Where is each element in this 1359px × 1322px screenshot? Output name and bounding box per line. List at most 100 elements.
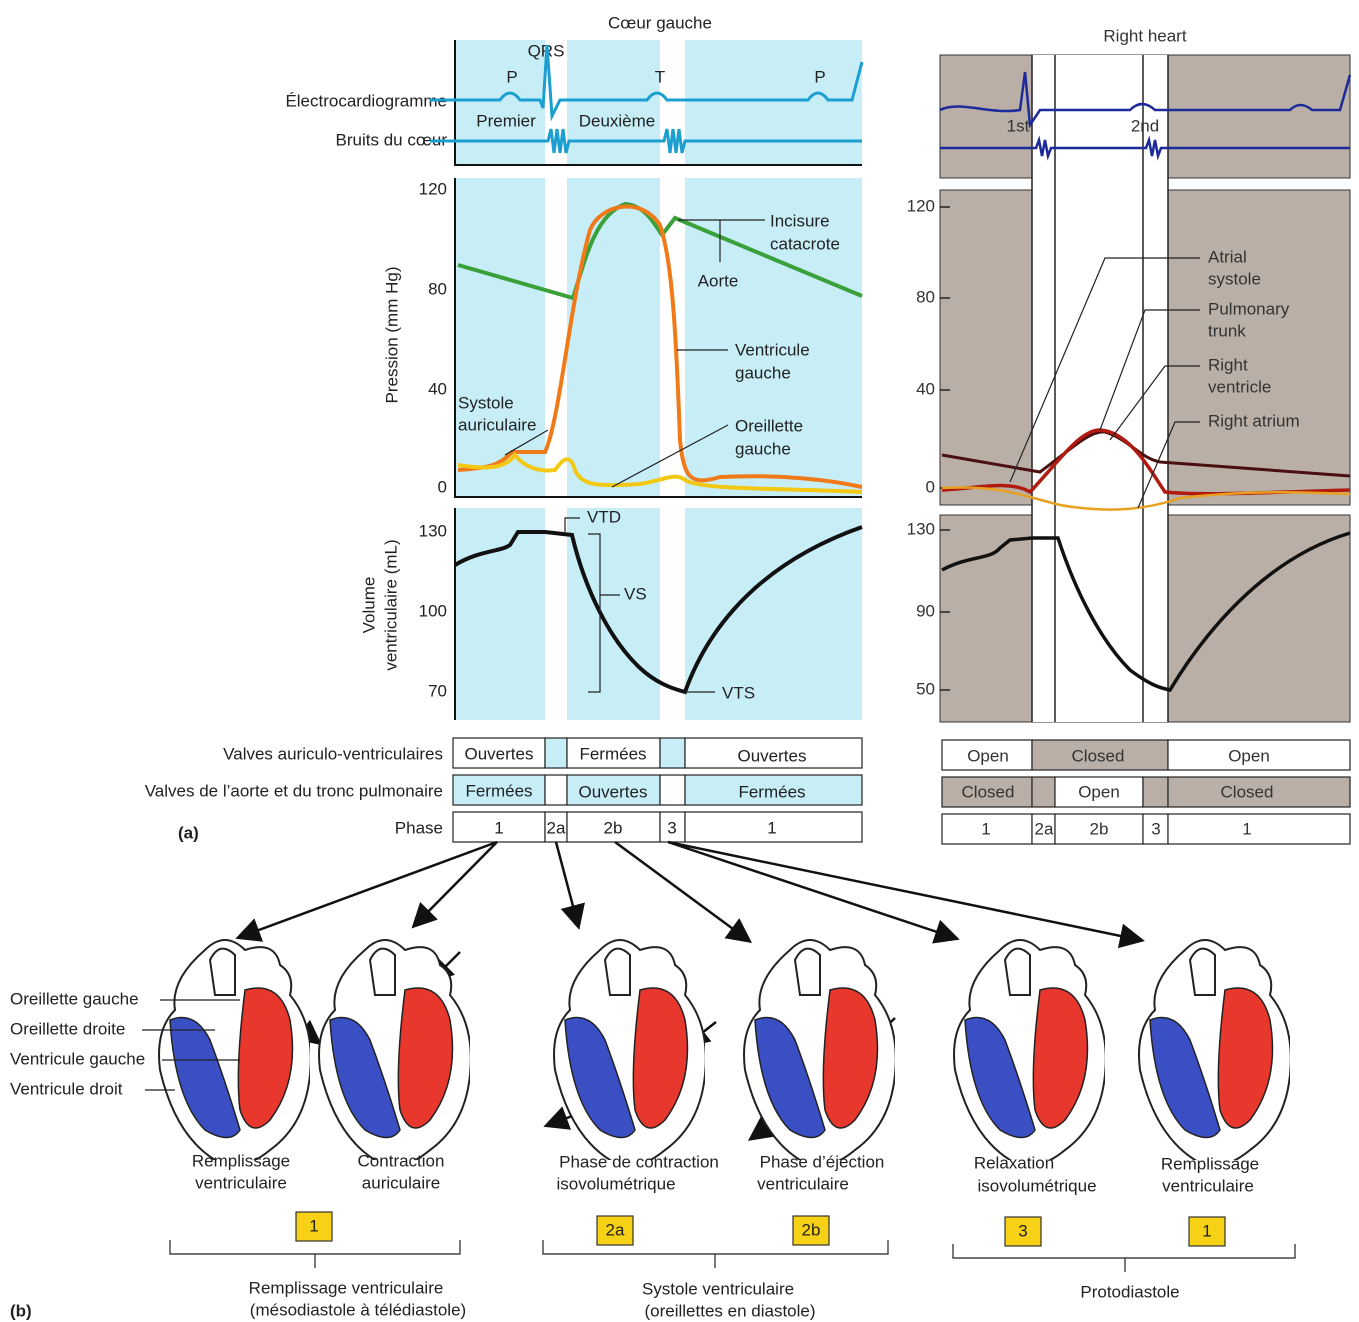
shape xyxy=(668,842,1140,940)
annotation: VTS xyxy=(722,683,755,702)
heart-illustration xyxy=(744,940,896,1166)
annotation: Systole xyxy=(458,393,514,412)
heart-sound: 2nd xyxy=(1131,116,1159,135)
tick-label: 130 xyxy=(907,519,935,538)
ecg-wave: T xyxy=(655,67,665,86)
annotation: Aorte xyxy=(698,271,739,290)
row-label: Phase xyxy=(395,818,443,837)
cell: Closed xyxy=(962,782,1015,801)
panel-label: (a) xyxy=(178,823,199,842)
cardiac-cycle-diagram: Cœur gauche Électrocardiogramme Bruits d… xyxy=(0,0,1359,1322)
cell: Ouvertes xyxy=(465,744,534,763)
heart-illustration xyxy=(1139,940,1291,1166)
cell: 2b xyxy=(604,818,623,837)
cell: 2b xyxy=(1090,819,1109,838)
axis-label: ventriculaire (mL) xyxy=(381,539,400,670)
shape xyxy=(556,842,578,925)
cell: Closed xyxy=(1072,746,1125,765)
shape xyxy=(455,40,862,165)
cell: Fermées xyxy=(465,781,532,800)
tick-label: 40 xyxy=(916,379,935,398)
shape xyxy=(415,842,497,925)
phase-badge: 2a xyxy=(606,1220,625,1239)
heart-label: Ventricule gauche xyxy=(10,1049,145,1068)
heart-label: Oreillette droite xyxy=(10,1019,125,1038)
title: Right heart xyxy=(1103,26,1186,45)
group-label: Protodiastole xyxy=(1080,1282,1179,1301)
stage-caption: auriculaire xyxy=(362,1173,440,1192)
phase-badge: 3 xyxy=(1018,1221,1027,1240)
annotation: Oreillette xyxy=(735,416,803,435)
cell: 1 xyxy=(494,818,503,837)
ecg-wave: P xyxy=(506,67,517,86)
stage-caption: Contraction xyxy=(358,1151,445,1170)
annotation: Incisure xyxy=(770,211,830,230)
group-label: Remplissage ventriculaire xyxy=(249,1278,444,1297)
heart-label: Ventricule droit xyxy=(10,1079,123,1098)
phase-badges xyxy=(296,1212,1225,1246)
right-backgrounds xyxy=(940,55,1350,722)
stage-caption: Phase d’éjection xyxy=(760,1152,885,1171)
shape xyxy=(660,738,685,768)
tick-label: 120 xyxy=(419,179,447,198)
shape xyxy=(545,775,567,805)
tick-label: 80 xyxy=(916,287,935,306)
tick-label: 40 xyxy=(428,379,447,398)
heart-sound: Deuxième xyxy=(579,111,656,130)
stage-caption: ventriculaire xyxy=(757,1174,849,1193)
heart-label: Oreillette gauche xyxy=(10,989,139,1008)
stage-caption: isovolumétrique xyxy=(556,1174,675,1193)
stage-caption: Remplissage xyxy=(1161,1154,1259,1173)
panel-label: (b) xyxy=(10,1301,32,1320)
shape xyxy=(615,842,748,940)
cell: Fermées xyxy=(579,744,646,763)
cell: Open xyxy=(967,746,1009,765)
group-label: (mésodiastole à télédiastole) xyxy=(250,1300,466,1319)
shape xyxy=(1032,777,1055,807)
cell: Open xyxy=(1228,746,1270,765)
tick-label: 80 xyxy=(428,279,447,298)
stage-caption: Phase de contraction xyxy=(559,1152,719,1171)
tick-label: 90 xyxy=(916,601,935,620)
heart-illustration xyxy=(159,940,311,1166)
annotation: auriculaire xyxy=(458,415,536,434)
tick-label: 0 xyxy=(926,477,935,496)
stage-caption: Remplissage xyxy=(192,1151,290,1170)
annotation: Right xyxy=(1208,355,1248,374)
heart-illustration xyxy=(319,940,471,1166)
row-label: Valves auriculo-ventriculaires xyxy=(223,744,443,763)
stage-caption: isovolumétrique xyxy=(977,1176,1096,1195)
annotation: trunk xyxy=(1208,321,1246,340)
stage-caption: ventriculaire xyxy=(195,1173,287,1192)
annotation: VS xyxy=(624,584,647,603)
row-label: Valves de l’aorte et du tronc pulmonaire xyxy=(145,781,443,800)
annotation: Pulmonary xyxy=(1208,299,1290,318)
phase-badge: 1 xyxy=(1202,1221,1211,1240)
shape xyxy=(455,508,862,720)
tick-label: 70 xyxy=(428,681,447,700)
annotation: gauche xyxy=(735,363,791,382)
annotation: systole xyxy=(1208,269,1261,288)
annotation: VTD xyxy=(587,507,621,526)
ecg-wave: P xyxy=(814,67,825,86)
shape xyxy=(545,738,567,768)
cell: Ouvertes xyxy=(738,746,807,765)
axis-label: Volume xyxy=(359,577,378,634)
annotation: Atrial xyxy=(1208,247,1247,266)
ecg-label: Électrocardiogramme xyxy=(285,91,447,110)
annotation: Ventricule xyxy=(735,340,810,359)
group-label: (oreillettes en diastole) xyxy=(644,1301,815,1320)
heart-illustration xyxy=(554,940,706,1166)
cell: 2a xyxy=(1035,819,1054,838)
annotation: ventricle xyxy=(1208,377,1271,396)
cell: Open xyxy=(1078,782,1120,801)
annotation: catacrote xyxy=(770,234,840,253)
shape xyxy=(1168,814,1350,844)
cell: 1 xyxy=(1242,819,1251,838)
shape xyxy=(240,842,497,937)
group-brackets xyxy=(170,1240,1295,1272)
annotation: gauche xyxy=(735,439,791,458)
cell: Fermées xyxy=(738,782,805,801)
cell: Ouvertes xyxy=(579,782,648,801)
heart-illustration xyxy=(954,940,1106,1166)
